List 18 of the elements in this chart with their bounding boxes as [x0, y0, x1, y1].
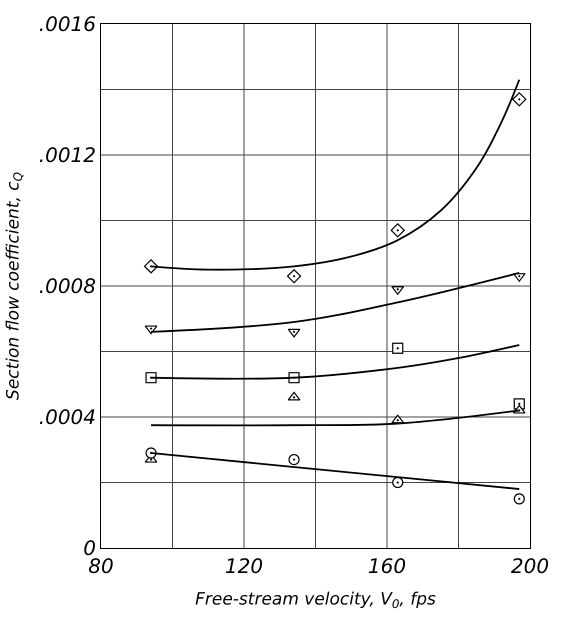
- point: [144, 325, 158, 334]
- point: [512, 92, 526, 106]
- y-tick-label: .0012: [38, 143, 96, 167]
- x-tick-label: 160: [368, 554, 406, 578]
- point: [392, 476, 404, 488]
- x-tick-label: 200: [510, 554, 550, 578]
- point: [390, 223, 405, 238]
- y-tick-label: .0004: [38, 405, 96, 429]
- x-tick-label: 80: [88, 554, 114, 578]
- point: [145, 372, 157, 384]
- point: [392, 342, 404, 354]
- point: [286, 269, 302, 284]
- x-tick-label: 120: [224, 554, 264, 578]
- y-tick-label: .0016: [38, 12, 96, 36]
- point: [514, 493, 525, 504]
- point: [288, 454, 300, 466]
- y-tick-label: .0008: [38, 274, 96, 298]
- x-axis-title: Free-stream velocity, V$_{0}$, fps: [195, 589, 436, 611]
